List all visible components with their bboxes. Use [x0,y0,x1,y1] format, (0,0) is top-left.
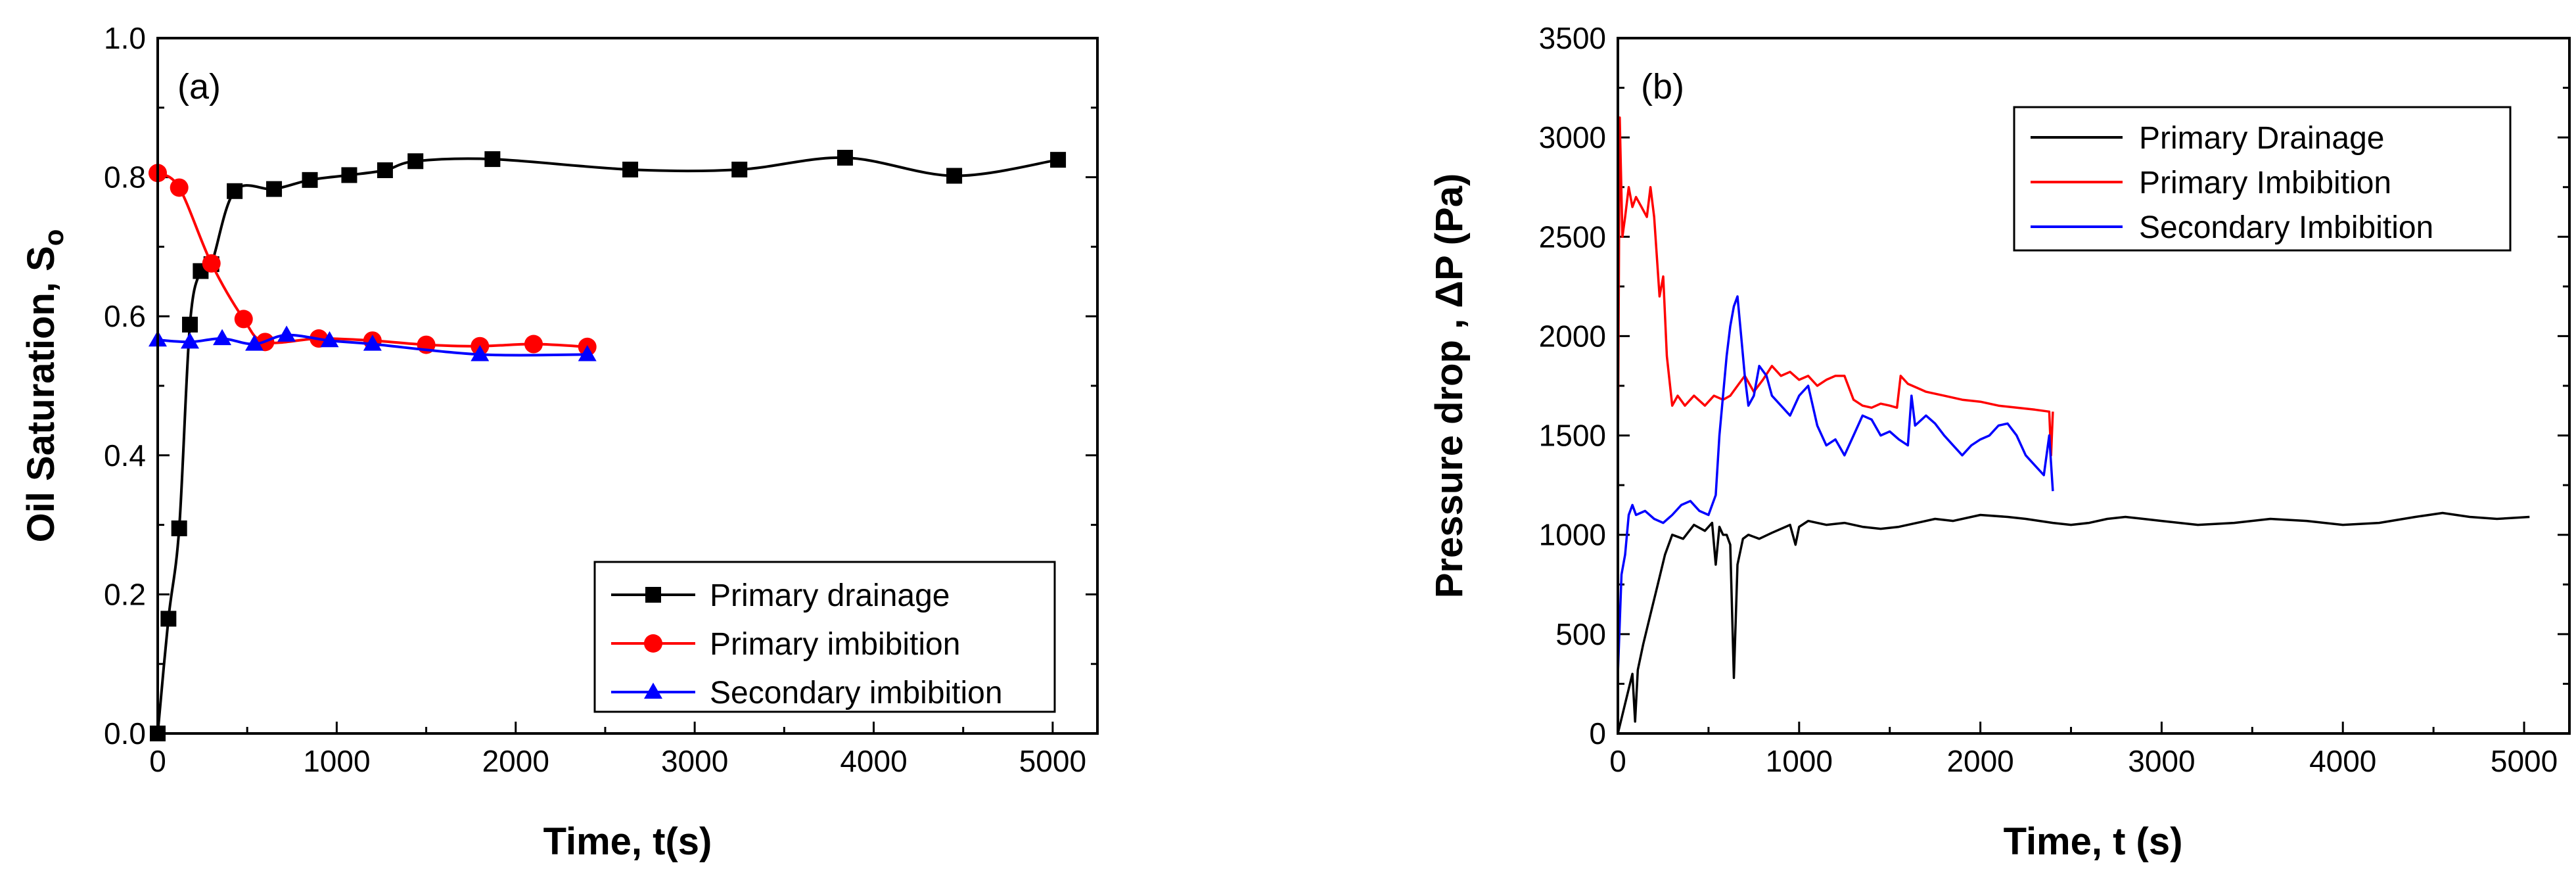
series-line-secondary-imbibition [1617,295,2054,674]
data-point-primary-drainage [407,153,424,170]
y-tick-label: 0.2 [104,577,146,611]
panel-a-legend: Primary drainage Primary imbibition Second… [593,561,1056,713]
panel-b-label: (b) [1641,67,1684,106]
x-tick-label: 0 [1609,744,1626,778]
data-point-secondary-imbibition [245,335,264,351]
legend-label-primary-imbibition: Primary Imbibition [2139,166,2391,200]
data-point-primary-drainage [377,162,393,179]
y-tick-label: 1.0 [104,21,146,55]
panel-a-y-axis-title-main: Oil Saturation, S [20,246,62,542]
data-point-secondary-imbibition [578,344,597,361]
y-tick-label: 2000 [1539,319,1606,353]
panel-b-ticks: 0 1000 2000 3000 4000 5000 0 500 1000 1500 2000 250… [1539,21,2569,778]
panel-b-plot-frame [1617,37,2571,735]
data-point-secondary-imbibition [363,335,382,351]
data-point-secondary-imbibition [471,344,490,361]
y-tick-label: 1000 [1539,518,1606,552]
series-line-primary-imbibition [1617,116,2054,457]
legend-marker-secondary-imbibition [644,682,662,699]
x-tick-label: 5000 [1019,744,1086,778]
data-point-primary-drainage [622,161,639,177]
x-tick-label: 3000 [2128,744,2195,778]
data-point-primary-drainage [731,161,748,177]
y-tick-label: 500 [1555,617,1606,651]
x-tick-label: 2000 [482,744,549,778]
data-point-primary-imbibition [234,310,253,329]
series-line-primary-drainage [1617,511,2530,734]
x-tick-label: 4000 [2309,744,2376,778]
data-point-primary-drainage [341,167,357,183]
legend-label-primary-drainage: Primary drainage [710,578,950,613]
data-point-primary-drainage [171,520,187,536]
data-point-primary-drainage [266,181,283,197]
panel-b-x-axis-title: Time, t (s) [2004,820,2183,863]
data-point-primary-drainage [182,316,198,333]
data-point-primary-imbibition [202,254,221,273]
panel-b-y-axis-title: Pressure drop , ΔP (Pa) [1428,174,1471,599]
data-point-secondary-imbibition [320,331,339,348]
panel-a-y-axis-title: Oil Saturation, So [20,229,69,543]
panel-a-legend-box [593,561,1056,713]
x-tick-label: 4000 [840,744,907,778]
data-point-secondary-imbibition [181,332,200,349]
y-tick-label: 0 [1589,716,1606,751]
data-point-primary-drainage [302,172,318,188]
panel-b-series [1617,116,2530,734]
data-point-primary-drainage [837,149,853,166]
y-tick-label: 1500 [1539,419,1606,453]
series-line-primary-imbibition [156,172,587,348]
x-tick-label: 3000 [661,744,728,778]
y-tick-label: 0.8 [104,160,146,195]
data-point-primary-drainage [160,611,177,627]
panel-a-ticks: 0 1000 2000 3000 4000 5000 0.0 0.2 0.4 0.6 0.8 1.0 [104,21,1097,778]
y-tick-label: 0.6 [104,299,146,333]
x-tick-label: 5000 [2491,744,2558,778]
data-point-primary-drainage [1050,152,1067,168]
y-tick-label: 0.4 [104,438,146,473]
data-point-primary-drainage [227,183,243,199]
x-tick-label: 2000 [1946,744,2013,778]
data-point-secondary-imbibition [213,329,232,346]
legend-label-primary-drainage: Primary Drainage [2139,121,2384,156]
panel-a-plot-frame [156,37,1099,735]
legend-label-secondary-imbibition: Secondary imbibition [710,676,1003,710]
y-tick-label: 2500 [1539,220,1606,254]
panel-a-series [149,149,1067,741]
panel-a-label: (a) [177,67,221,106]
chart-panel-b: 0 1000 2000 3000 4000 5000 0 500 1000 1500 2000 250… [1428,21,2571,863]
legend-label-primary-imbibition: Primary imbibition [710,627,960,662]
data-point-primary-drainage [484,151,501,168]
panel-a-x-axis-title: Time, t(s) [543,820,712,863]
data-point-secondary-imbibition [277,325,296,342]
data-point-primary-imbibition [524,335,543,354]
legend-label-secondary-imbibition: Secondary Imbibition [2139,210,2433,245]
x-tick-label: 1000 [1766,744,1833,778]
panel-a-y-axis-title-subscript: o [38,229,69,246]
x-tick-label: 0 [149,744,166,778]
y-tick-label: 0.0 [104,716,146,751]
panel-b-legend: Primary Drainage Primary Imbibition Second… [2013,106,2512,252]
y-tick-label: 3500 [1539,21,1606,55]
data-point-primary-imbibition [170,178,189,197]
data-point-primary-drainage [946,168,963,184]
legend-marker-primary-drainage [645,587,661,603]
y-tick-label: 3000 [1539,120,1606,154]
legend-marker-primary-imbibition [644,634,662,653]
chart-panel-a: 0 1000 2000 3000 4000 50000.00.20.40.60.81.0 … [20,21,1099,863]
x-tick-label: 1000 [303,744,370,778]
